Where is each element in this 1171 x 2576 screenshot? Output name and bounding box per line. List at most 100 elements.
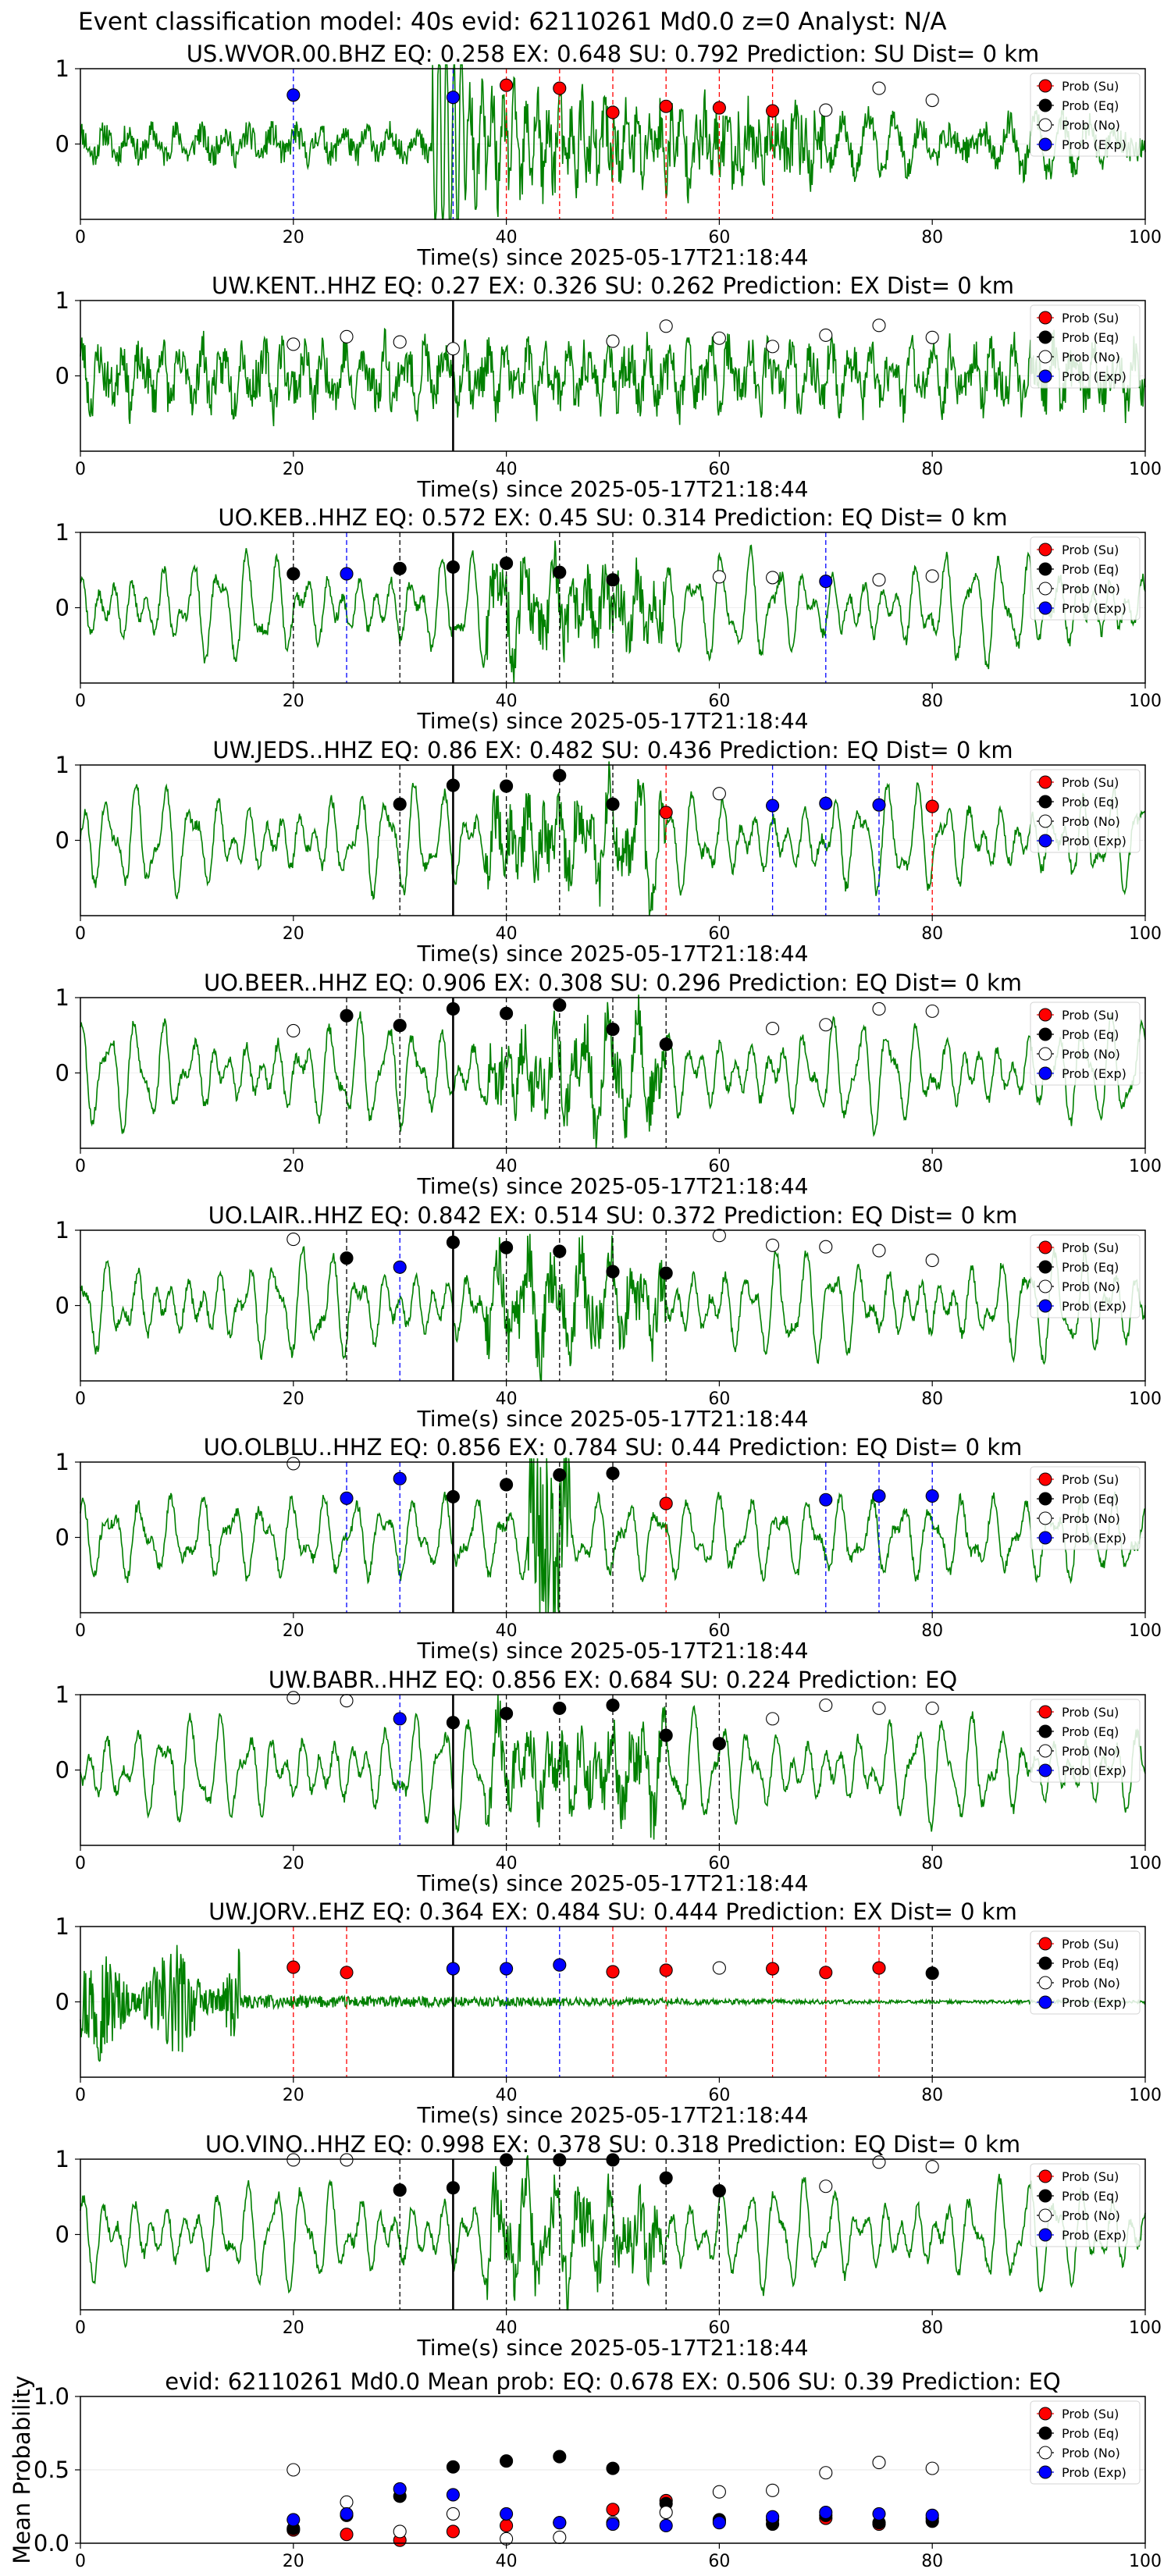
prob-marker-eq xyxy=(340,1251,354,1265)
plot-frame xyxy=(80,1926,1146,2078)
legend-label: Prob (Su) xyxy=(1062,1240,1119,1255)
y-axis-label: Mean Probability xyxy=(9,2375,35,2564)
y-tick-label: 0 xyxy=(55,1757,69,1784)
prob-marker-eq xyxy=(553,565,567,579)
legend-marker xyxy=(1038,1531,1052,1545)
y-tick-label: 0 xyxy=(55,1060,69,1087)
x-tick-label: 80 xyxy=(921,460,943,479)
prob-marker-eq xyxy=(393,561,407,575)
prob-marker-no xyxy=(659,319,673,333)
panel-title: UO.OLBLU..HHZ EQ: 0.856 EX: 0.784 SU: 0.… xyxy=(204,1434,1023,1461)
waveform-trace xyxy=(80,327,1146,427)
mean-marker-exp xyxy=(500,2507,514,2521)
prob-marker-eq xyxy=(553,998,567,1012)
prob-marker-no xyxy=(872,81,886,95)
legend-marker xyxy=(1038,1976,1052,1990)
prob-marker-no xyxy=(819,1240,833,1254)
x-tick-label: 80 xyxy=(921,228,943,247)
mean-marker-eq xyxy=(446,2460,460,2474)
prob-marker-exp xyxy=(553,1958,567,1972)
prob-marker-su xyxy=(287,1960,301,1974)
x-tick-label: 80 xyxy=(921,2552,943,2571)
plot-frame xyxy=(80,300,1146,452)
prob-marker-eq xyxy=(712,2183,726,2198)
x-tick-label: 20 xyxy=(283,692,304,711)
x-tick-label: 100 xyxy=(1129,228,1162,247)
panel-title: US.WVOR.00.BHZ EQ: 0.258 EX: 0.648 SU: 0… xyxy=(187,41,1040,67)
x-tick-label: 40 xyxy=(496,2086,518,2105)
legend-marker xyxy=(1038,311,1052,325)
waveform-trace xyxy=(80,1944,1146,2062)
legend-box xyxy=(1030,73,1141,157)
waveform-trace xyxy=(80,1233,1146,1382)
legend-label: Prob (Eq) xyxy=(1062,1492,1119,1507)
legend-label: Prob (Su) xyxy=(1062,79,1119,94)
legend-label: Prob (Su) xyxy=(1062,775,1119,790)
prob-marker-exp xyxy=(446,91,460,105)
y-tick-label: 1 xyxy=(55,984,69,1011)
plot-frame xyxy=(80,1694,1146,1846)
prob-marker-no xyxy=(712,331,726,345)
legend-label: Prob (Su) xyxy=(1062,1008,1119,1023)
x-tick-label: 100 xyxy=(1129,2086,1162,2105)
prob-marker-no xyxy=(819,328,833,342)
x-tick-label: 40 xyxy=(496,228,518,247)
legend-label: Prob (No) xyxy=(1062,1047,1120,1062)
legend-marker xyxy=(1038,1279,1052,1293)
legend-box xyxy=(1030,2400,1141,2485)
chart-panel: US.WVOR.00.BHZ EQ: 0.258 EX: 0.648 SU: 0… xyxy=(55,41,1162,270)
legend-label: Prob (Su) xyxy=(1062,1705,1119,1720)
prob-marker-eq xyxy=(606,1022,620,1037)
legend-box xyxy=(1030,536,1141,621)
prob-marker-su xyxy=(500,78,514,92)
legend-marker xyxy=(1038,1705,1052,1719)
y-tick-label: 1 xyxy=(55,752,69,778)
panel-title: UO.LAIR..HHZ EQ: 0.842 EX: 0.514 SU: 0.3… xyxy=(208,1202,1018,1229)
x-tick-label: 20 xyxy=(283,1389,304,1409)
plot-frame xyxy=(80,764,1146,916)
legend-label: Prob (No) xyxy=(1062,1976,1120,1991)
prob-marker-exp xyxy=(766,799,780,813)
x-tick-label: 60 xyxy=(708,1621,730,1641)
x-tick-label: 20 xyxy=(283,1854,304,1873)
mean-marker-no xyxy=(287,2463,301,2477)
prob-marker-su xyxy=(712,101,726,115)
prob-marker-exp xyxy=(872,1489,886,1503)
y-tick-label: 1 xyxy=(55,2146,69,2172)
prob-marker-no xyxy=(872,1701,886,1715)
legend-marker xyxy=(1038,1260,1052,1274)
prob-marker-su xyxy=(606,105,620,119)
legend-label: Prob (Exp) xyxy=(1062,2465,1127,2480)
legend-box xyxy=(1030,1930,1141,2015)
panel-title: UW.BABR..HHZ EQ: 0.856 EX: 0.684 SU: 0.2… xyxy=(269,1667,958,1693)
legend-label: Prob (No) xyxy=(1062,582,1120,596)
prob-marker-su xyxy=(659,99,673,113)
legend-label: Prob (Exp) xyxy=(1062,1763,1127,1778)
mean-marker-exp xyxy=(766,2510,780,2524)
legend-marker xyxy=(1038,2465,1052,2479)
y-tick-label: 0 xyxy=(55,1293,69,1319)
legend-marker xyxy=(1038,2189,1052,2203)
prob-marker-eq xyxy=(925,1966,939,1980)
legend-label: Prob (Su) xyxy=(1062,2407,1119,2421)
legend-box xyxy=(1030,769,1141,853)
prob-marker-no xyxy=(287,1457,301,1471)
x-axis-label: Time(s) since 2025-05-17T21:18:44 xyxy=(416,476,808,502)
prob-marker-no xyxy=(606,334,620,348)
x-axis-label: Time(s) since 2025-05-17T21:18:44 xyxy=(416,2102,808,2128)
panel-title: UO.KEB..HHZ EQ: 0.572 EX: 0.45 SU: 0.314… xyxy=(218,504,1007,531)
x-tick-label: 80 xyxy=(921,1389,943,1409)
prob-marker-su xyxy=(340,1966,354,1980)
plot-frame xyxy=(80,68,1146,220)
y-tick-label: 0.5 xyxy=(34,2457,69,2483)
legend-label: Prob (Eq) xyxy=(1062,1260,1119,1275)
prob-marker-eq xyxy=(606,1265,620,1279)
x-tick-label: 60 xyxy=(708,924,730,944)
prob-marker-no xyxy=(872,318,886,333)
x-tick-label: 60 xyxy=(708,1854,730,1873)
x-tick-label: 20 xyxy=(283,2552,304,2571)
legend-marker xyxy=(1038,1511,1052,1525)
legend-box xyxy=(1030,2163,1141,2247)
x-tick-label: 0 xyxy=(75,2552,86,2571)
